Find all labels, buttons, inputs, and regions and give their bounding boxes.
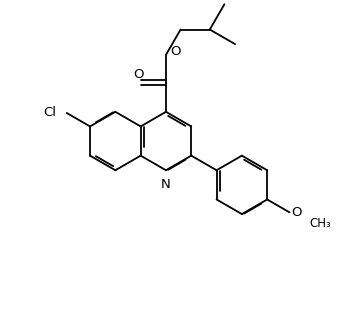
Text: N: N — [161, 178, 170, 191]
Text: O: O — [291, 206, 302, 219]
Text: O: O — [171, 46, 181, 58]
Text: Cl: Cl — [43, 106, 56, 119]
Text: O: O — [133, 68, 144, 81]
Text: CH₃: CH₃ — [309, 217, 331, 230]
